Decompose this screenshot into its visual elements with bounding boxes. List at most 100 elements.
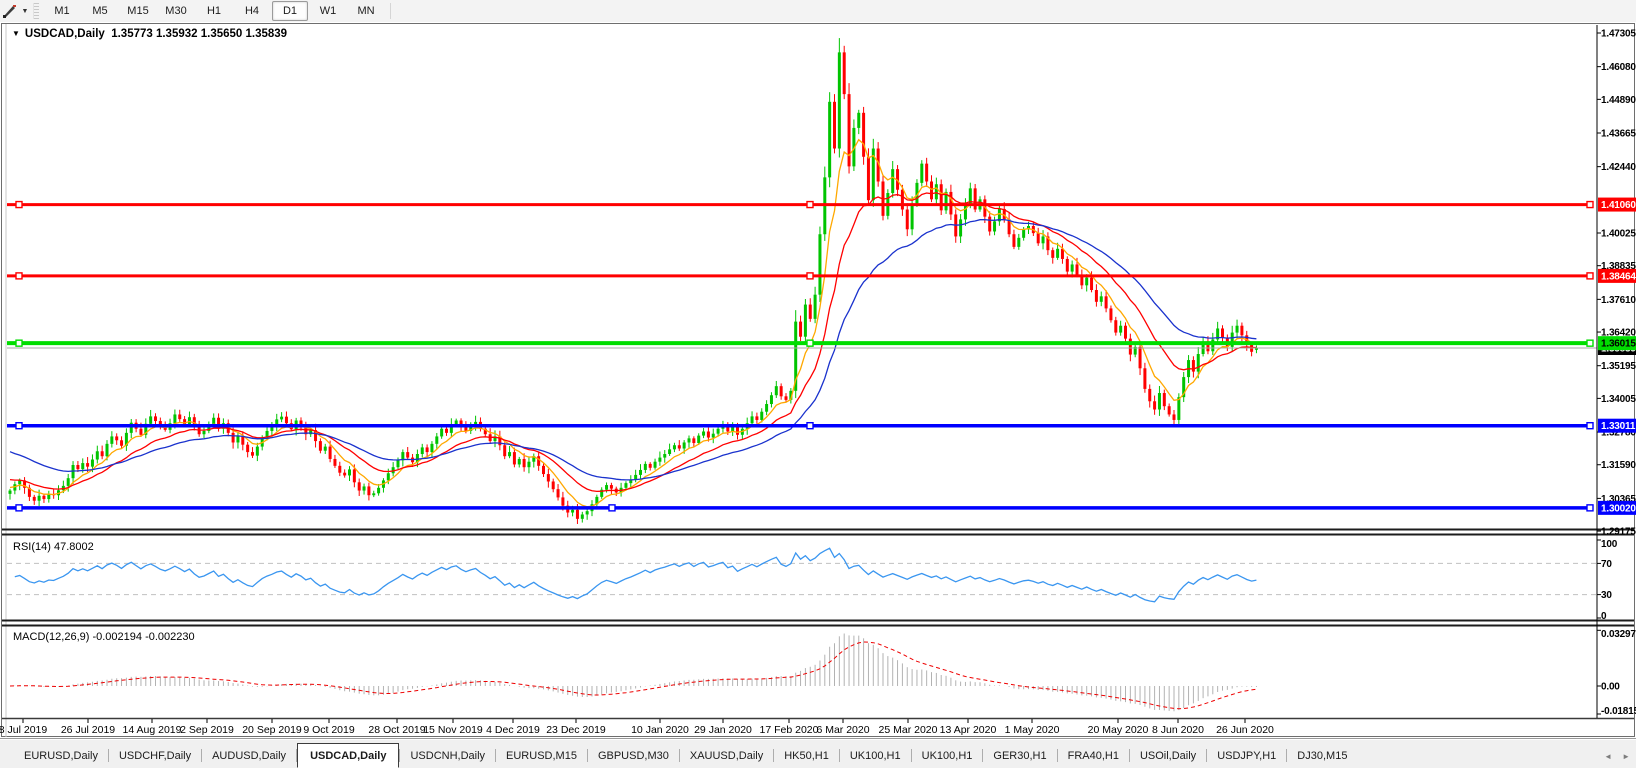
tab-separator — [773, 749, 775, 762]
date-label: 9 Oct 2019 — [303, 724, 355, 736]
timeframe-button-M5[interactable]: M5 — [92, 5, 108, 17]
hline-anchor[interactable] — [15, 421, 23, 430]
tab-USDCNH-Daily[interactable]: USDCNH,Daily — [410, 750, 486, 762]
timeframe-button-M30[interactable]: M30 — [165, 5, 187, 17]
hline-anchor[interactable] — [1586, 504, 1594, 512]
tab-separator — [678, 749, 680, 762]
svg-text:1.32780: 1.32780 — [1601, 428, 1636, 439]
timeframe-button-M15[interactable]: M15 — [127, 5, 149, 17]
tab-separator — [1128, 749, 1130, 762]
panel-divider[interactable] — [2, 528, 1634, 536]
toolbar-grip-handle[interactable] — [33, 3, 39, 19]
tab-scroll-nav: ◄ ► — [1604, 752, 1630, 761]
hline-anchor[interactable] — [608, 504, 616, 512]
tab-separator — [399, 749, 401, 762]
tab-UK100-H1[interactable]: UK100,H1 — [849, 750, 901, 762]
timeframe-button-M1[interactable]: M1 — [54, 5, 70, 17]
hline-anchor[interactable] — [806, 421, 814, 430]
date-label: 28 Oct 2019 — [368, 724, 425, 736]
level-price-tag-1.38464: 1.38464 — [1598, 268, 1636, 283]
tool-dropdown-arrow-icon[interactable]: ▼ — [21, 7, 29, 15]
timeframe-button-H1[interactable]: H1 — [206, 5, 222, 17]
panel-divider[interactable] — [2, 619, 1634, 627]
svg-text:70: 70 — [1601, 559, 1612, 570]
hline-anchor[interactable] — [15, 339, 23, 347]
hline-anchor[interactable] — [15, 200, 23, 209]
tab-separator — [296, 749, 298, 762]
tab-USDJPY-H1[interactable]: USDJPY,H1 — [1217, 750, 1277, 762]
svg-text:0: 0 — [1601, 611, 1607, 622]
tab-UK100-H1[interactable]: UK100,H1 — [921, 750, 973, 762]
svg-text:1.33011: 1.33011 — [1601, 421, 1636, 432]
toolbar-separator — [390, 3, 391, 19]
hline-1.38464[interactable] — [7, 272, 1594, 280]
hline-anchor[interactable] — [806, 200, 814, 209]
svg-text:1.31590: 1.31590 — [1601, 460, 1636, 471]
medium-ma-line — [9, 192, 1257, 493]
rsi-line — [14, 547, 1257, 603]
date-label: 26 Jun 2020 — [1216, 724, 1274, 736]
price-axis[interactable]: 1.47305 1.46080 1.44890 1.43665 1.42440 1.400… — [1597, 29, 1636, 718]
crosshair-cursor-tool-icon[interactable] — [1, 3, 19, 19]
tab-FRA40-H1[interactable]: FRA40,H1 — [1067, 750, 1119, 762]
chart-window: 1.47305 1.46080 1.44890 1.43665 1.42440 1.400… — [0, 22, 1636, 738]
chart-window-border — [1, 23, 1635, 737]
hline-1.30020[interactable] — [7, 504, 1594, 512]
date-label: 17 Feb 2020 — [760, 724, 819, 736]
tab-XAUUSD-Daily[interactable]: XAUUSD,Daily — [689, 750, 764, 762]
hline-anchor[interactable] — [15, 504, 23, 512]
tab-EURUSD-Daily[interactable]: EURUSD,Daily — [24, 750, 98, 762]
svg-text:-0.018154: -0.018154 — [1601, 706, 1636, 717]
tab-scroll-right-icon[interactable]: ► — [1622, 752, 1630, 761]
timeframe-buttons: M1 M5 M15 M30 H1 H4 D1 W1 MN — [43, 1, 385, 21]
tab-separator — [1286, 749, 1288, 762]
hline-anchor[interactable] — [806, 272, 814, 280]
svg-text:1.41060: 1.41060 — [1601, 200, 1636, 211]
tab-scroll-left-icon[interactable]: ◄ — [1604, 752, 1613, 761]
timeframe-button-D1[interactable]: D1 — [272, 1, 308, 21]
svg-text:1.36420: 1.36420 — [1601, 328, 1636, 339]
hline-1.33011[interactable] — [7, 421, 1594, 430]
svg-text:1.38464: 1.38464 — [1601, 271, 1636, 282]
svg-text:1.30020: 1.30020 — [1601, 503, 1636, 514]
hline-anchor[interactable] — [1586, 421, 1594, 430]
tab-USDCHF-Daily[interactable]: USDCHF,Daily — [118, 750, 192, 762]
date-label: 14 Aug 2019 — [123, 724, 182, 736]
tab-GBPUSD-M30[interactable]: GBPUSD,M30 — [597, 750, 669, 762]
tab-USOil-Daily[interactable]: USOil,Daily — [1139, 750, 1197, 762]
date-label: 10 Jan 2020 — [631, 724, 689, 736]
tab-separator — [107, 749, 109, 762]
tab-GER30-H1[interactable]: GER30,H1 — [993, 750, 1047, 762]
level-price-tag-1.41060: 1.41060 — [1598, 197, 1636, 212]
tab-EURUSD-M15[interactable]: EURUSD,M15 — [506, 750, 577, 762]
hline-anchor[interactable] — [1586, 339, 1594, 347]
date-label: 20 May 2020 — [1088, 724, 1149, 736]
chart-context-arrow-icon[interactable]: ▼ — [12, 29, 20, 38]
hline-1.36015[interactable] — [7, 339, 1594, 347]
tab-AUDUSD-Daily[interactable]: AUDUSD,Daily — [212, 750, 287, 762]
hline-1.41060[interactable] — [7, 200, 1594, 209]
tab-HK50-H1[interactable]: HK50,H1 — [784, 750, 829, 762]
svg-text:1.34005: 1.34005 — [1601, 394, 1636, 405]
hline-anchor[interactable] — [15, 272, 23, 280]
macd-layer — [9, 633, 1257, 712]
timeframe-button-H4[interactable]: H4 — [244, 5, 260, 17]
date-label: 26 Jul 2019 — [61, 724, 115, 736]
level-price-tag-1.30020: 1.30020 — [1598, 500, 1636, 515]
timeframe-button-W1[interactable]: W1 — [319, 5, 337, 17]
svg-text:1.37610: 1.37610 — [1601, 295, 1636, 306]
tab-DJ30-M15[interactable]: DJ30,M15 — [1297, 750, 1348, 762]
tab-separator — [838, 749, 840, 762]
hline-anchor[interactable] — [1586, 200, 1594, 209]
tab-USDCAD-Daily[interactable]: USDCAD,Daily — [297, 743, 400, 768]
tab-separator — [586, 749, 588, 762]
date-label: 1 May 2020 — [1005, 724, 1060, 736]
hline-anchor[interactable] — [806, 339, 814, 347]
chart-title-symbol: USDCAD,Daily — [24, 28, 105, 40]
svg-text:1.43665: 1.43665 — [1601, 129, 1636, 140]
tab-separator — [1056, 749, 1058, 762]
timeframe-button-MN[interactable]: MN — [357, 5, 375, 17]
date-label: 20 Sep 2019 — [242, 724, 302, 736]
hline-anchor[interactable] — [1586, 272, 1594, 280]
